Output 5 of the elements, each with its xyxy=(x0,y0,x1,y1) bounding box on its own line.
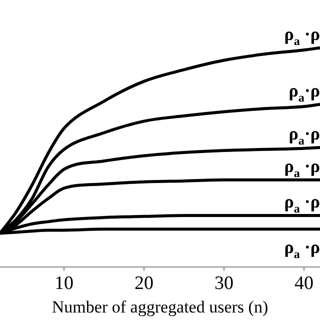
x-tick-label: 20 xyxy=(134,273,154,294)
x-tick-label: 30 xyxy=(214,273,234,294)
x-tick-label: 40 xyxy=(294,273,314,294)
x-tick-label: 10 xyxy=(54,273,74,294)
x-axis-title: Number of aggregated users (n) xyxy=(52,297,268,316)
